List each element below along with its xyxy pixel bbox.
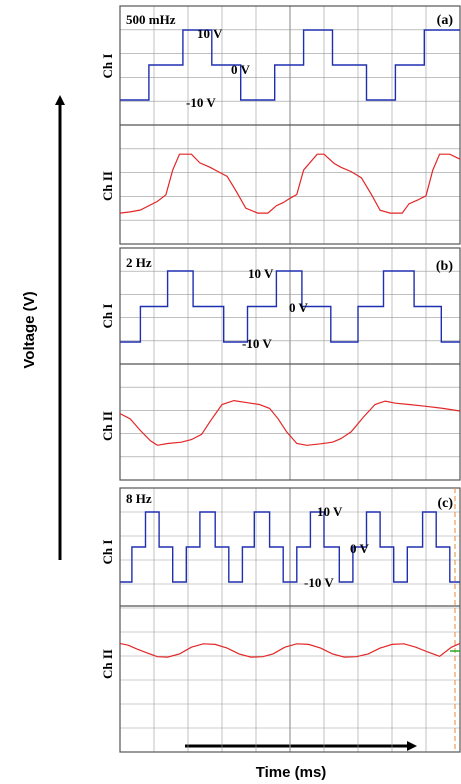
panel-frame bbox=[119, 5, 461, 245]
x-axis-title: Time (ms) bbox=[256, 764, 327, 781]
panel-label: (c) bbox=[437, 496, 453, 511]
ch1-trace bbox=[120, 29, 460, 101]
ch2-label: Ch II bbox=[100, 411, 115, 441]
frequency-label: 2 Hz bbox=[126, 255, 152, 270]
frequency-label: 500 mHz bbox=[126, 12, 176, 27]
panel-label: (a) bbox=[437, 13, 454, 28]
level-label-high: 10 V bbox=[197, 26, 223, 41]
level-label-zero: 0 V bbox=[231, 62, 251, 77]
panel-a: 500 mHz (a) 10 V 0 V -10 V Ch I Ch II bbox=[100, 5, 461, 245]
panel-grid bbox=[120, 6, 460, 244]
ch2-trace bbox=[119, 642, 461, 658]
level-label-zero: 0 V bbox=[289, 300, 309, 315]
ch1-trace bbox=[120, 511, 460, 583]
level-label-low: -10 V bbox=[242, 336, 272, 351]
panel-frame bbox=[119, 247, 461, 481]
panel-frame bbox=[119, 487, 461, 753]
ch2-label: Ch II bbox=[100, 171, 115, 201]
panel-b: 2 Hz (b) 10 V 0 V -10 V Ch I Ch II bbox=[100, 247, 461, 481]
level-label-low: -10 V bbox=[186, 95, 216, 110]
ch1-label: Ch I bbox=[100, 54, 115, 79]
ch2-label: Ch II bbox=[100, 649, 115, 679]
ch2-trace bbox=[119, 153, 461, 214]
level-label-low: -10 V bbox=[304, 575, 334, 590]
ch1-label: Ch I bbox=[100, 304, 115, 329]
level-label-zero: 0 V bbox=[350, 541, 370, 556]
panel-grid bbox=[120, 488, 460, 752]
panel-grid bbox=[120, 248, 460, 480]
level-label-high: 10 V bbox=[248, 266, 274, 281]
level-label-high: 10 V bbox=[317, 504, 343, 519]
ch2-trace bbox=[119, 399, 461, 446]
panel-label: (b) bbox=[436, 259, 453, 274]
panel-c: 8 Hz (c) 10 V 0 V -10 V Ch I Ch II bbox=[100, 487, 461, 753]
ch1-label: Ch I bbox=[100, 540, 115, 565]
frequency-label: 8 Hz bbox=[126, 491, 152, 506]
ch1-trace bbox=[120, 270, 460, 343]
y-axis-title: Voltage (V) bbox=[21, 291, 38, 368]
